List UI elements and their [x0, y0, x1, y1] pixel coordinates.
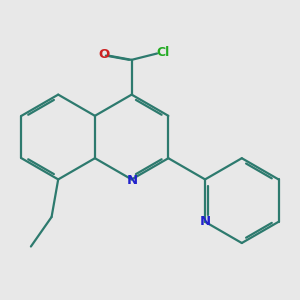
Text: N: N [127, 174, 138, 187]
Text: Cl: Cl [156, 46, 169, 59]
Text: O: O [98, 48, 110, 61]
Text: N: N [200, 215, 211, 228]
